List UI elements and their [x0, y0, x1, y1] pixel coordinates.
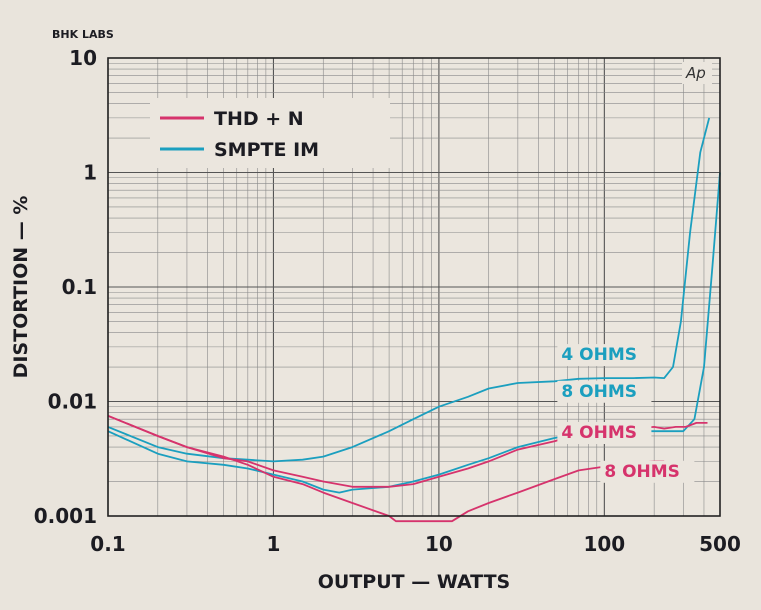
legend-label-thd: THD + N	[214, 108, 304, 130]
legend: THD + N SMPTE IM	[150, 98, 390, 168]
annotation-label: 8 OHMS	[604, 462, 680, 482]
x-tick-label: 10	[425, 532, 453, 556]
y-axis-label: DISTORTION — %	[10, 196, 32, 379]
annotation-label: 4 OHMS	[561, 345, 637, 365]
y-tick-labels: 0.001 0.01 0.1 1 10	[34, 46, 97, 528]
x-tick-label: 100	[583, 532, 625, 556]
annotation-bg	[557, 344, 652, 367]
annotation-label: 8 OHMS	[561, 382, 637, 402]
series-line-smpte-im-8-ohms	[107, 172, 721, 494]
series-lines	[107, 117, 721, 523]
annotation-bg	[557, 421, 652, 444]
series-line-thd-n-8-ohms	[107, 414, 665, 523]
annotations: 4 OHMS 8 OHMS 4 OHMS 8 OHMS	[557, 344, 695, 483]
legend-label-smpte: SMPTE IM	[214, 139, 319, 161]
plot-frame	[107, 57, 721, 517]
x-tick-label: 0.1	[90, 532, 125, 556]
annotation-label: 4 OHMS	[561, 423, 637, 443]
y-tick-label: 1	[83, 161, 97, 185]
y-tick-label: 0.1	[62, 275, 97, 299]
series-line-thd-n-4-ohms	[107, 414, 708, 488]
y-tick-label: 10	[69, 46, 97, 70]
x-tick-labels: 0.1 1 10 100 500	[90, 532, 741, 556]
y-tick-label: 0.01	[48, 390, 97, 414]
y-tick-label: 0.001	[34, 504, 97, 528]
annotation-bg	[557, 380, 652, 403]
x-axis-label: OUTPUT — WATTS	[318, 571, 510, 593]
badge-bg	[682, 62, 712, 84]
series-line-smpte-im-4-ohms	[107, 117, 711, 463]
x-tick-label: 1	[266, 532, 280, 556]
x-tick-label: 500	[699, 532, 741, 556]
legend-bg	[150, 98, 390, 168]
annotation-bg	[600, 460, 695, 483]
ap-badge: Ap	[685, 64, 706, 82]
brand-label: BHK LABS	[52, 28, 114, 41]
